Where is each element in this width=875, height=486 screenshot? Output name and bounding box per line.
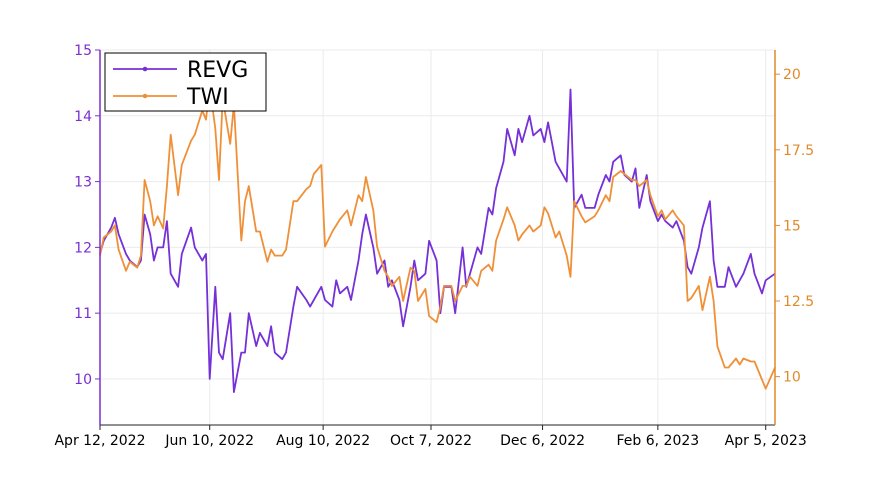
x-tick-label-4: Dec 6, 2022: [500, 433, 585, 449]
x-tick-label-1: Jun 10, 2022: [164, 433, 254, 449]
series-line-twi: [99, 85, 776, 390]
y-right-tick-label-2: 15: [783, 218, 801, 234]
legend-box: [104, 52, 267, 112]
series-line-revg: [99, 88, 776, 393]
y-left-tick-label-4: 14: [74, 109, 92, 125]
legend-marker-twi: [142, 93, 148, 99]
legend-marker-revg: [142, 66, 148, 72]
x-tick-label-5: Feb 6, 2023: [617, 433, 700, 449]
y-left-tick-label-5: 15: [74, 43, 92, 59]
y-right-tick-label-1: 12.5: [783, 294, 814, 310]
y-right-tick-label-4: 20: [783, 67, 801, 83]
y-left-tick-label-1: 11: [74, 306, 92, 322]
x-tick-label-3: Oct 7, 2022: [390, 433, 472, 449]
y-right-tick-label-3: 17.5: [783, 143, 814, 159]
legend-label-twi: TWI: [186, 85, 229, 110]
y-left-tick-label-2: 12: [74, 240, 92, 256]
x-tick-label-0: Apr 12, 2022: [54, 433, 145, 449]
y-left-tick-label-0: 10: [74, 372, 92, 388]
y-right-tick-label-0: 10: [783, 370, 801, 386]
x-tick-label-2: Aug 10, 2022: [276, 433, 370, 449]
x-tick-label-6: Apr 5, 2023: [725, 433, 807, 449]
grid-lines: [99, 49, 775, 425]
legend-label-revg: REVG: [187, 58, 248, 83]
y-left-tick-label-3: 13: [74, 175, 92, 191]
series-lines: [99, 85, 776, 393]
axes: Apr 12, 2022 Jun 10, 2022 Aug 10, 2022 Oct …: [54, 43, 814, 449]
